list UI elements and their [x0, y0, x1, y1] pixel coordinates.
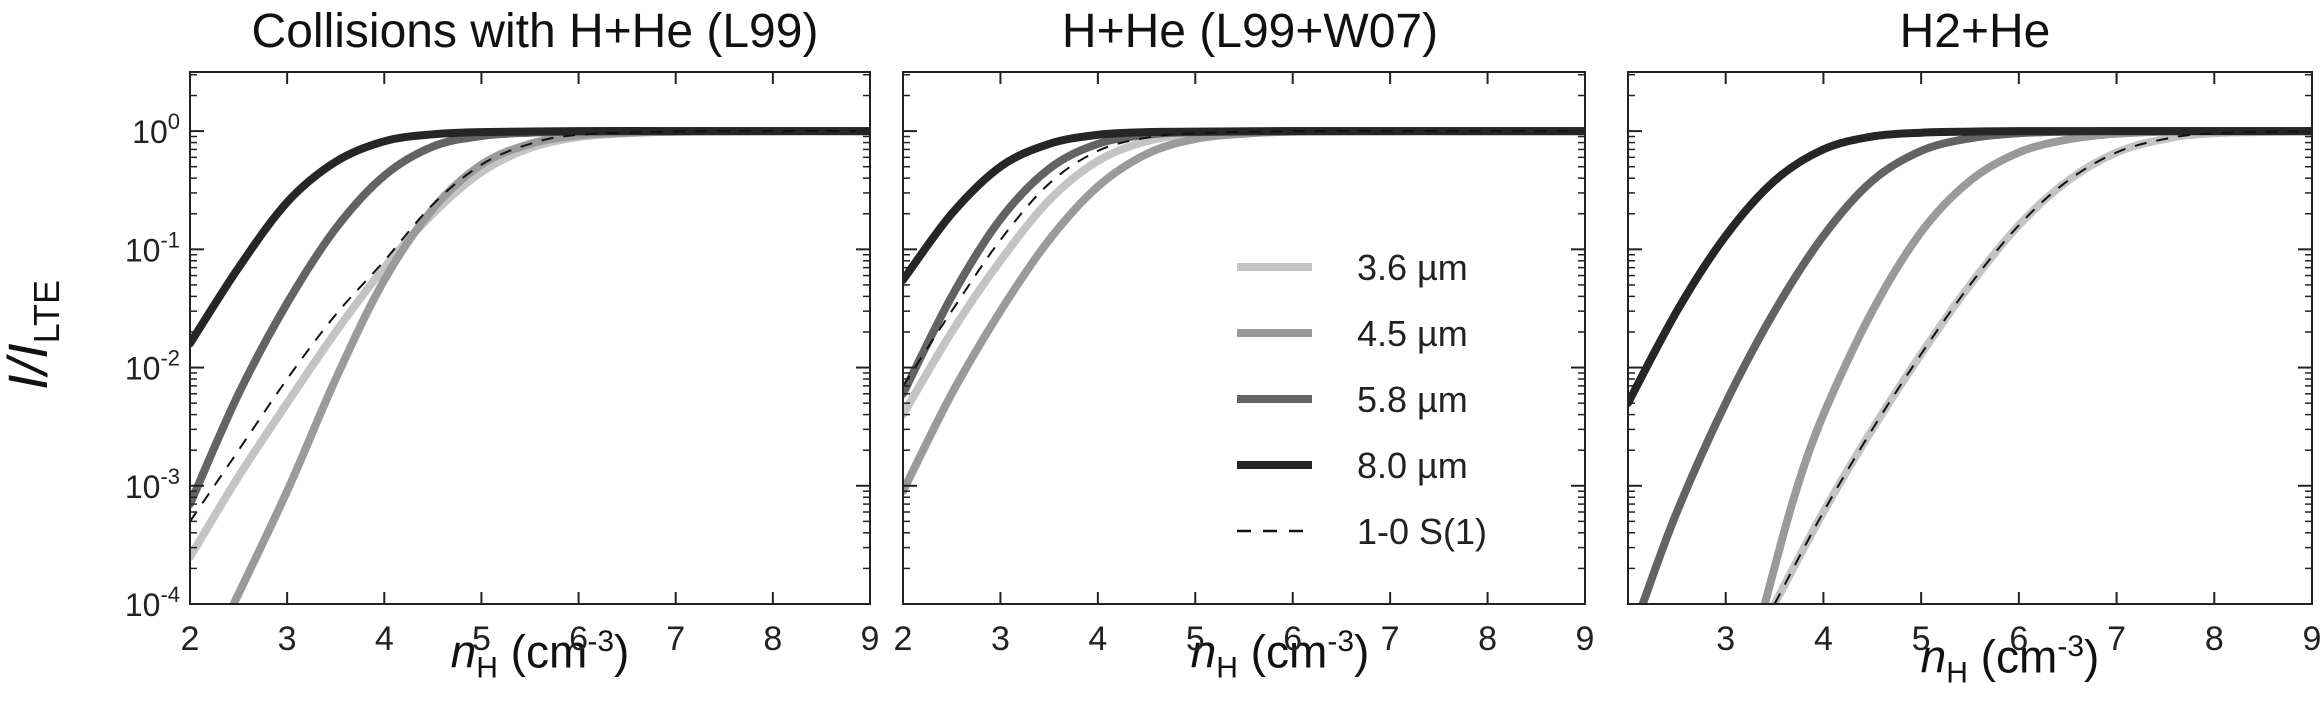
x-tick-label: 5 — [1912, 620, 1931, 658]
panel-title-2: H+He (L99+W07) — [1061, 5, 1439, 58]
series-3-6-m — [903, 127, 1585, 419]
series-4-5-m — [903, 127, 1585, 496]
x-tick-label: 8 — [763, 620, 782, 658]
series-5-8-m — [1638, 127, 2312, 604]
y-tick-label: 100 — [132, 109, 180, 150]
series-1-0-s-1- — [903, 129, 1585, 387]
x-tick-label: 6 — [2009, 620, 2028, 658]
series-1-0-s-1- — [190, 130, 870, 522]
legend-label-0: 3.6 µm — [1357, 247, 1468, 288]
y-tick-label: 10-4 — [125, 582, 180, 623]
legend-label-3: 8.0 µm — [1357, 445, 1468, 486]
legend: 3.6 µm 4.5 µm 5.8 µm 8.0 µm 1-0 S(1) — [1237, 247, 1487, 552]
series-3-6-m — [1770, 127, 2312, 604]
x-tick-label: 6 — [1283, 620, 1302, 658]
plot-frame — [1627, 71, 2313, 605]
x-tick-label: 7 — [2107, 620, 2126, 658]
x-axis-label-1: nH (cm-3) — [450, 625, 630, 685]
y-tick-label: 10-2 — [125, 346, 180, 387]
y-tick-label: 10-1 — [125, 227, 180, 268]
x-tick-label: 2 — [181, 620, 200, 658]
x-tick-label: 3 — [991, 620, 1010, 658]
x-tick-label: 9 — [1576, 620, 1595, 658]
plot-frame — [189, 71, 871, 605]
panel-1: 2 3 4 5 6 7 8 9 10-4 10-3 10-2 10-1 100 — [125, 71, 880, 658]
series-5-8-m — [903, 127, 1585, 398]
x-tick-label: 9 — [861, 620, 880, 658]
x-axis-label-2: nH (cm-3) — [1190, 625, 1370, 685]
x-tick-label: 7 — [1381, 620, 1400, 658]
x-axis-label-3: nH (cm-3) — [1920, 630, 2100, 690]
series-8-0-m — [190, 127, 870, 348]
panel-title-1: Collisions with H+He (L99) — [251, 5, 819, 58]
x-tick-label: 4 — [375, 620, 394, 658]
x-tick-label: 2 — [894, 620, 913, 658]
legend-label-1: 4.5 µm — [1357, 313, 1468, 354]
x-tick-label: 3 — [278, 620, 297, 658]
legend-label-4: 1-0 S(1) — [1357, 511, 1487, 552]
x-tick-label: 9 — [2303, 620, 2322, 658]
x-tick-label: 4 — [1814, 620, 1833, 658]
x-tick-label: 8 — [1478, 620, 1497, 658]
x-tick-label: 4 — [1088, 620, 1107, 658]
x-tick-label: 8 — [2205, 620, 2224, 658]
series-4-5-m — [229, 127, 870, 604]
x-tick-label: 7 — [666, 620, 685, 658]
x-tick-label: 5 — [1186, 620, 1205, 658]
plot-frame — [902, 71, 1586, 605]
y-tick-label: 10-3 — [125, 464, 180, 505]
panel-3: 3 4 5 6 7 8 9 — [1627, 71, 2322, 658]
series-8-0-m — [1628, 127, 2312, 408]
series-5-8-m — [190, 127, 870, 509]
panel-title-3: H2+He — [1899, 5, 2051, 58]
x-tick-label: 3 — [1716, 620, 1735, 658]
legend-label-2: 5.8 µm — [1357, 379, 1468, 420]
x-tick-label: 6 — [569, 620, 588, 658]
x-tick-label: 5 — [472, 620, 491, 658]
panel-2: 2 3 4 5 6 7 8 9 — [894, 71, 1595, 658]
